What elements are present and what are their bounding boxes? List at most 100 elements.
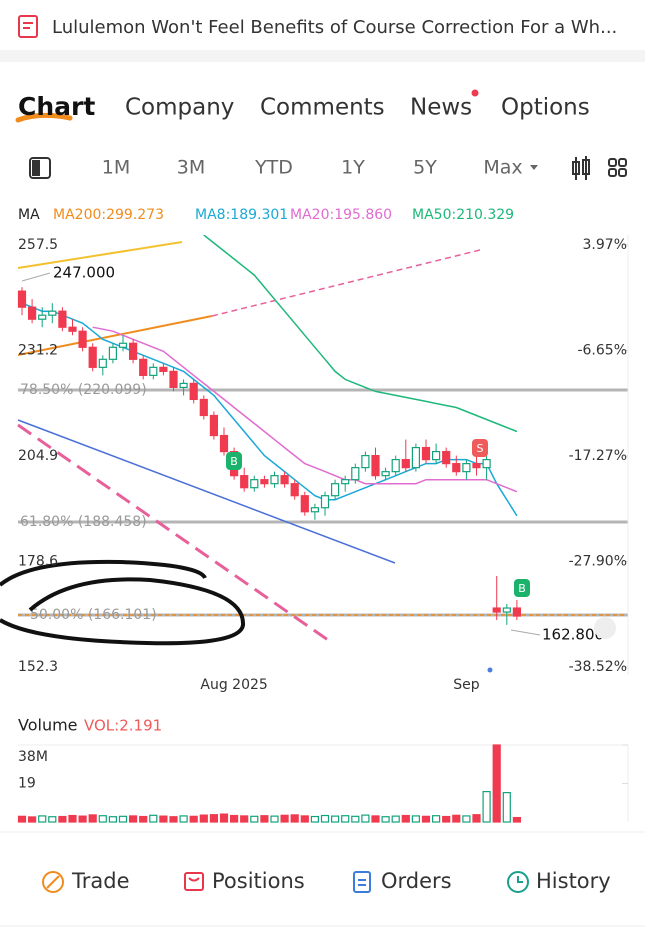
range[interactable]: 1Y — [341, 157, 365, 179]
tab-indicator — [15, 112, 73, 123]
indicator: MA20:195.860 — [290, 207, 392, 223]
tab[interactable]: Company — [125, 95, 234, 121]
candle-body — [209, 414, 218, 437]
volume-bar — [341, 815, 350, 823]
volume-bar — [199, 814, 208, 823]
volume-bar — [189, 815, 198, 823]
volume-bar — [98, 815, 107, 823]
article-title[interactable]: Lululemon Won't Feel Benefits of Course … — [52, 17, 617, 38]
candle-body — [129, 342, 138, 360]
volume-bar — [78, 815, 87, 823]
volume-bar — [139, 815, 148, 823]
volume-bar — [169, 816, 178, 823]
volume-bar — [58, 815, 67, 823]
signal-label: B — [518, 582, 526, 595]
indicator: MA200:299.273 — [53, 207, 164, 223]
volume-bar — [88, 814, 97, 823]
fib-label: 61.80% (188.458) — [20, 514, 147, 530]
candle-body — [331, 483, 340, 497]
candle-body — [432, 450, 441, 461]
candle-body — [48, 310, 57, 316]
candle-body — [219, 434, 229, 453]
volume-bar — [149, 814, 158, 823]
y-right-label: -38.52% — [569, 659, 627, 675]
scroll-handle[interactable] — [594, 617, 616, 639]
candle-body — [421, 446, 431, 461]
tab[interactable]: News — [410, 95, 472, 121]
orders-icon — [353, 871, 371, 893]
nav-item[interactable]: Trade — [71, 869, 130, 893]
layout-toggle[interactable] — [29, 157, 51, 179]
range[interactable]: 5Y — [413, 157, 437, 179]
volume-bar — [219, 813, 229, 823]
grid-icon[interactable] — [608, 158, 627, 177]
volume-bar — [179, 815, 188, 823]
indicator: MA50:210.329 — [412, 207, 514, 223]
annotation-leader — [510, 629, 541, 636]
candle-body — [442, 450, 451, 465]
volume-bar — [512, 816, 522, 823]
volume-bar — [129, 815, 138, 823]
volume-bar — [381, 816, 390, 823]
volume-bar — [462, 815, 471, 823]
candle-body — [391, 459, 400, 473]
tab[interactable]: Comments — [260, 95, 385, 121]
volume-bar — [290, 814, 299, 823]
y-tick-label: 152.3 — [18, 659, 58, 675]
volume-title: Volume — [18, 716, 78, 735]
volume-bar — [209, 814, 218, 823]
volume-bar — [502, 792, 511, 823]
volume-bar — [28, 816, 37, 823]
nav-item[interactable]: Orders — [381, 869, 452, 893]
nav-item[interactable]: History — [536, 869, 611, 893]
positions-icon — [184, 872, 204, 891]
candle-body — [300, 495, 309, 513]
indicator: MA8:189.301 — [195, 207, 288, 223]
history-icon — [507, 871, 529, 893]
volume-bar — [48, 816, 57, 823]
tab[interactable]: Options — [501, 95, 590, 121]
candle-body — [58, 310, 67, 328]
nav-item[interactable]: Positions — [212, 869, 305, 893]
range[interactable]: 3M — [177, 157, 205, 179]
y-tick-label: 38M — [18, 749, 48, 765]
volume-bar — [270, 815, 279, 823]
volume-bar — [351, 815, 360, 823]
event-dot — [487, 667, 493, 673]
candle-body — [452, 463, 461, 473]
candle-body — [250, 479, 259, 489]
candle-body — [492, 607, 501, 613]
range[interactable]: Max — [483, 157, 522, 179]
candle-body — [270, 475, 279, 485]
annotation: 247.000 — [53, 264, 115, 282]
volume-bar — [452, 814, 461, 823]
candle-body — [260, 479, 269, 485]
candle-body — [361, 454, 370, 469]
tab[interactable]: Chart — [18, 92, 95, 121]
volume-bar — [492, 744, 501, 823]
y-right-label: -6.65% — [577, 343, 627, 359]
ma-line — [203, 235, 518, 433]
y-right-label: -17.27% — [569, 448, 627, 464]
x-tick-label: Aug 2025 — [200, 677, 267, 693]
candle-body — [98, 358, 107, 368]
volume-bar — [482, 791, 491, 823]
candle-body — [169, 370, 178, 389]
annotation: 162.800 — [542, 626, 604, 644]
annotation-leader — [21, 272, 51, 282]
candle-body — [159, 366, 168, 372]
candle-body — [482, 459, 491, 469]
volume-bar — [240, 815, 249, 823]
range[interactable]: 1M — [102, 157, 130, 179]
candle-body — [108, 346, 118, 360]
candle-body — [381, 471, 390, 477]
volume-bar — [118, 815, 128, 823]
candle-type-icon[interactable] — [572, 156, 590, 180]
volume-bar — [401, 814, 410, 823]
candle-body — [320, 495, 330, 509]
trend-line — [17, 315, 213, 356]
y-tick-label: 257.5 — [18, 237, 58, 253]
range[interactable]: YTD — [254, 157, 293, 179]
candle-body — [179, 382, 188, 389]
signal-label: B — [230, 455, 238, 468]
